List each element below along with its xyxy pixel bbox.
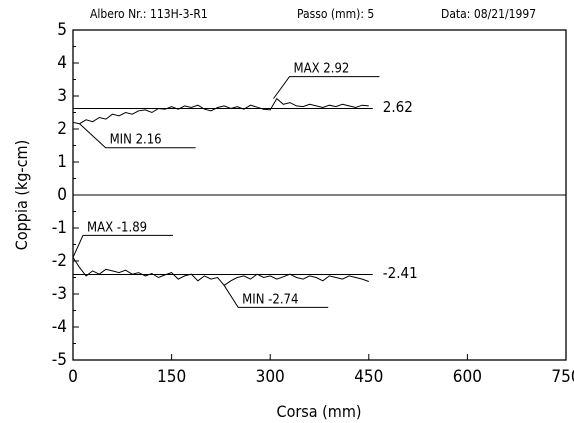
y-tick-label: 3 [57, 86, 67, 106]
x-tick-label: 300 [256, 367, 285, 387]
y-tick-label: -1 [52, 218, 67, 238]
y-tick-label: 1 [57, 152, 67, 172]
annotation-leader [273, 76, 380, 99]
annotation-leader [223, 285, 329, 308]
y-tick-label: -4 [52, 317, 67, 337]
series-layer [72, 97, 369, 287]
average-label: 2.62 [383, 98, 413, 116]
y-tick-label: 2 [57, 119, 67, 139]
annotation-leader [72, 234, 173, 258]
header-shaft-number: Albero Nr.: 113H-3-R1 [90, 7, 208, 21]
x-tick-label: 600 [453, 367, 482, 387]
reference-line-layer: 2.62 -2.41 [73, 98, 418, 282]
annotation-layer: MAX 2.92 MIN 2.16 MAX -1.89 MIN -2.74 [72, 62, 380, 308]
negative-torque-line [72, 257, 369, 287]
y-tick-label: 0 [57, 185, 67, 205]
x-axis-title: Corsa (mm) [277, 402, 362, 421]
y-tick-label: -2 [52, 251, 67, 271]
average-label: -2.41 [383, 264, 418, 282]
header-date: Data: 08/21/1997 [441, 7, 536, 21]
x-tick-label: 750 [551, 367, 574, 387]
annotation-label: MIN 2.16 [110, 133, 162, 148]
annotation-label: MIN -2.74 [242, 292, 298, 307]
positive-torque-line [72, 97, 369, 125]
y-tick-label: -5 [52, 350, 67, 370]
y-tick-label: 4 [57, 53, 67, 73]
annotation-label: MAX -1.89 [87, 220, 147, 235]
annotation-label: MAX 2.92 [293, 62, 349, 77]
header-step: Passo (mm): 5 [297, 7, 374, 21]
x-tick-label: 0 [68, 367, 78, 387]
y-tick-label: -3 [52, 284, 67, 304]
y-tick-label: 5 [57, 20, 67, 40]
x-tick-label: 150 [157, 367, 186, 387]
annotation-leader [79, 123, 196, 149]
x-tick-label: 450 [354, 367, 383, 387]
y-axis-title: Coppia (kg-cm) [12, 140, 31, 250]
